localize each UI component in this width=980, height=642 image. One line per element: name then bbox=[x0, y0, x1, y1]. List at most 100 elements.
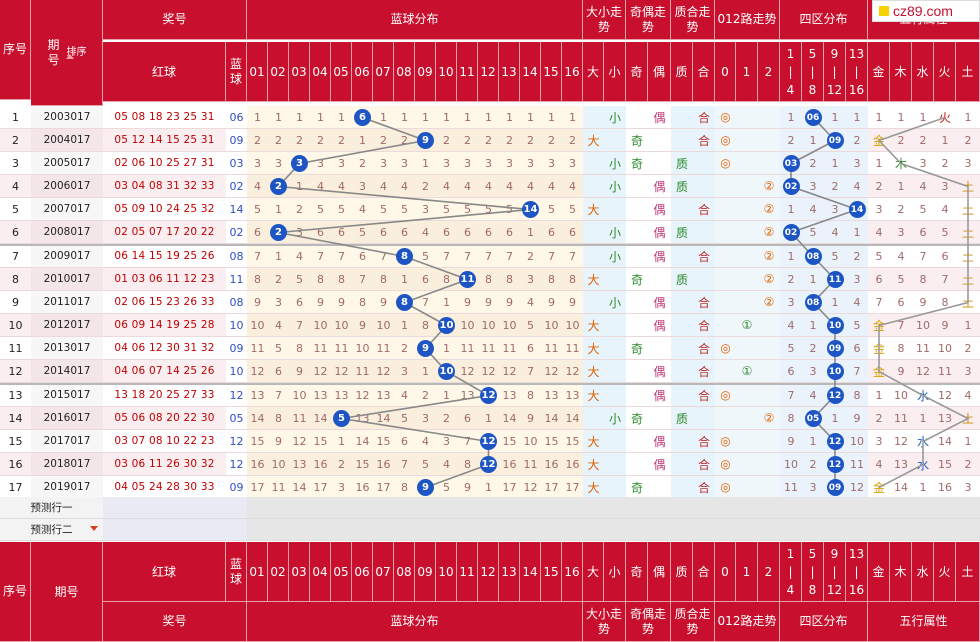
blue-omit-cell: 1 bbox=[520, 221, 541, 244]
row-period: 2011017 bbox=[31, 291, 103, 314]
zone-cell: 1 bbox=[802, 129, 824, 152]
header-size-trend-group: 大小走势 bbox=[583, 0, 626, 40]
blue-omit-cell: 10 bbox=[457, 314, 478, 337]
blue-omit-cell: 2 bbox=[562, 129, 583, 152]
blue-omit-cell: 10 bbox=[352, 337, 373, 360]
blue-omit-cell: 10 bbox=[331, 314, 352, 337]
header-period-sort[interactable]: 期号 排序 bbox=[31, 0, 103, 106]
blue-omit-cell: 4 bbox=[457, 175, 478, 198]
header-blue-col: 10 bbox=[436, 42, 457, 102]
blue-omit-cell: 5 bbox=[562, 198, 583, 221]
header-seq: 序号 bbox=[0, 0, 31, 100]
zone-hit-ball: 14 bbox=[848, 201, 866, 218]
row-seq: 5 bbox=[0, 198, 31, 221]
blue-hit-ball: 11 bbox=[459, 271, 476, 288]
element-cell: 14 bbox=[934, 430, 956, 453]
blue-omit-cell: 10 bbox=[499, 314, 520, 337]
trend-cell bbox=[626, 430, 648, 453]
blue-omit-cell: 8 bbox=[415, 314, 436, 337]
blue-omit-cell: 5 bbox=[289, 268, 310, 291]
footer-road-trend-group: 012路走势 bbox=[715, 602, 780, 642]
blue-omit-cell: 13 bbox=[352, 407, 373, 430]
row-blue-ball: 10 bbox=[226, 314, 247, 337]
road-cell bbox=[758, 476, 780, 499]
site-logo[interactable]: cz89.com bbox=[872, 0, 980, 22]
blue-omit-cell: 10 bbox=[289, 384, 310, 407]
trend-cell: 奇 bbox=[626, 152, 648, 175]
element-cell: 6 bbox=[912, 221, 934, 244]
road-cell bbox=[736, 129, 758, 152]
road-cell bbox=[715, 245, 736, 268]
predict-row-label[interactable]: 预测行一 bbox=[0, 497, 103, 519]
blue-omit-cell: 4 bbox=[331, 175, 352, 198]
zone-hit-ball: 08 bbox=[804, 248, 822, 265]
blue-omit-cell: 11 bbox=[289, 407, 310, 430]
element-cell: 3 bbox=[890, 221, 912, 244]
blue-omit-cell: 2 bbox=[436, 129, 457, 152]
blue-omit-cell: 6 bbox=[436, 221, 457, 244]
row-blue-ball: 12 bbox=[226, 453, 247, 476]
trend-cell: 小 bbox=[604, 245, 626, 268]
blue-omit-cell: 9 bbox=[457, 476, 478, 499]
header-prime-col: 质 bbox=[671, 42, 693, 102]
road-cell: ② bbox=[758, 221, 780, 244]
zone-col-part: | bbox=[832, 564, 837, 579]
blue-hit-ball: 5 bbox=[333, 410, 350, 427]
zone-col-part: | bbox=[810, 64, 815, 79]
row-seq: 2 bbox=[0, 129, 31, 152]
blue-omit-cell: 4 bbox=[499, 175, 520, 198]
zone-hit-ball: 03 bbox=[782, 155, 800, 172]
row-red-balls: 03 04 08 31 32 33 bbox=[103, 175, 226, 198]
zone-cell: 4 bbox=[846, 291, 868, 314]
blue-omit-cell: 14 bbox=[562, 407, 583, 430]
blue-omit-cell: 7 bbox=[436, 245, 457, 268]
row-seq: 8 bbox=[0, 268, 31, 291]
blue-hit-ball: 9 bbox=[417, 340, 434, 357]
element-cell: 1 bbox=[868, 152, 890, 175]
sort-arrow-icon[interactable] bbox=[66, 54, 74, 59]
footer-period: 期号 bbox=[31, 542, 103, 642]
blue-omit-cell: 1 bbox=[289, 106, 310, 129]
road-cell bbox=[736, 106, 758, 129]
header-road-col: 2 bbox=[758, 42, 780, 102]
zone-cell: 5 bbox=[802, 221, 824, 244]
zone-cell: 11 bbox=[780, 476, 802, 499]
row-blue-ball: 03 bbox=[226, 152, 247, 175]
road-cell bbox=[758, 106, 780, 129]
zone-cell: 1 bbox=[824, 152, 846, 175]
blue-omit-cell: 6 bbox=[457, 221, 478, 244]
blue-omit-cell: 6 bbox=[562, 221, 583, 244]
road-cell bbox=[758, 453, 780, 476]
footer-blue-col: 03 bbox=[289, 542, 310, 602]
trend-cell bbox=[626, 384, 648, 407]
predict-arrow-icon[interactable] bbox=[90, 526, 98, 531]
header-size-col: 大 bbox=[583, 42, 604, 102]
element-cell: 2 bbox=[956, 337, 980, 360]
trend-cell: 偶 bbox=[648, 314, 671, 337]
blue-omit-cell: 6 bbox=[331, 221, 352, 244]
element-cell: 2 bbox=[912, 129, 934, 152]
trend-cell bbox=[671, 291, 693, 314]
zone-col-part: 12 bbox=[826, 582, 843, 597]
blue-omit-cell: 15 bbox=[373, 430, 394, 453]
blue-omit-cell: 1 bbox=[415, 360, 436, 383]
blue-omit-cell: 14 bbox=[247, 407, 268, 430]
blue-omit-cell: 3 bbox=[562, 152, 583, 175]
row-seq: 6 bbox=[0, 221, 31, 244]
row-period: 2017017 bbox=[31, 430, 103, 453]
blue-omit-cell: 3 bbox=[289, 221, 310, 244]
row-red-balls: 05 06 08 20 22 30 bbox=[103, 407, 226, 430]
trend-cell bbox=[604, 430, 626, 453]
zone-hit-ball: 12 bbox=[826, 456, 844, 473]
blue-hit-ball: 12 bbox=[480, 456, 497, 473]
road-cell bbox=[736, 384, 758, 407]
predict-row-label[interactable]: 预测行二 bbox=[0, 519, 103, 541]
element-cell: 1 bbox=[868, 384, 890, 407]
sort-label[interactable]: 排序 bbox=[66, 47, 87, 58]
trend-cell bbox=[626, 453, 648, 476]
footer-parity-trend-group: 奇偶走势 bbox=[626, 602, 671, 642]
blue-omit-cell: 11 bbox=[352, 360, 373, 383]
blue-omit-cell: 6 bbox=[268, 360, 289, 383]
trend-cell bbox=[671, 198, 693, 221]
blue-omit-cell: 5 bbox=[520, 314, 541, 337]
